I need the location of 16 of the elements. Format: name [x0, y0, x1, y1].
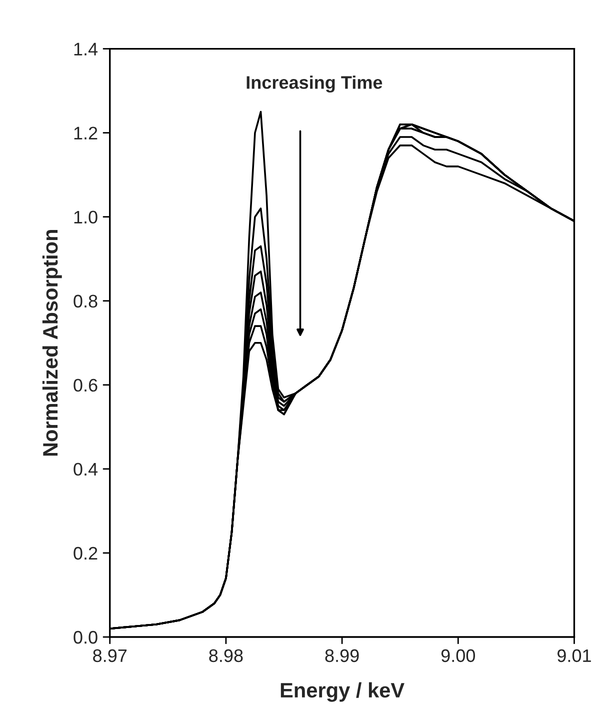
y-tick-label: 0.2 [74, 546, 98, 560]
y-axis-title: Normalized Absorption [42, 230, 62, 456]
x-tick-label: 8.98 [209, 649, 243, 662]
x-tick-label: 8.99 [325, 649, 359, 662]
y-tick-label: 0.8 [74, 294, 98, 308]
annotation: Increasing Time [246, 76, 382, 93]
y-tick-label: 0.4 [74, 462, 98, 476]
y-tick-label: 0.0 [74, 630, 98, 644]
y-tick-label: 1.4 [74, 42, 98, 56]
x-tick-label: 8.97 [93, 649, 127, 662]
x-tick-label: 9.00 [441, 649, 475, 662]
x-tick-label: 9.01 [558, 649, 591, 662]
y-tick-label: 1.2 [74, 126, 98, 140]
x-axis-title: Energy / keV [280, 682, 404, 702]
y-tick-label: 1.0 [74, 210, 98, 224]
y-tick-label: 0.6 [74, 378, 98, 392]
